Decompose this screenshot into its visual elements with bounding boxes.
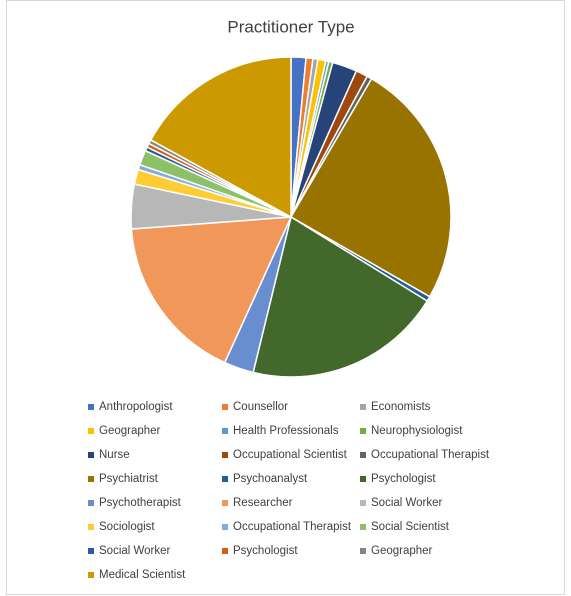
legend-swatch: [88, 548, 94, 554]
legend-swatch: [360, 548, 366, 554]
legend-swatch: [88, 452, 94, 458]
legend-label: Researcher: [233, 497, 293, 509]
legend-swatch: [88, 404, 94, 410]
legend-label: Nurse: [99, 449, 130, 461]
legend-label: Medical Scientist: [99, 569, 186, 581]
legend-swatch: [88, 428, 94, 434]
legend-swatch: [360, 524, 366, 530]
legend-swatch: [360, 476, 366, 482]
legend-label: Social Worker: [99, 545, 171, 557]
legend-label: Social Scientist: [371, 521, 450, 533]
pie-slice: [252, 215, 429, 378]
legend-label: Geographer: [99, 425, 161, 437]
legend-swatch: [222, 500, 228, 506]
legend-swatch: [222, 524, 228, 530]
chart-title: Practitioner Type: [227, 17, 354, 36]
legend-label: Geographer: [371, 545, 433, 557]
legend-swatch: [360, 452, 366, 458]
legend-label: Social Worker: [371, 497, 443, 509]
legend-label: Health Professionals: [233, 425, 339, 437]
legend-swatch: [360, 428, 366, 434]
legend-label: Psychoanalyst: [233, 473, 308, 485]
legend-swatch: [222, 428, 228, 434]
legend-label: Psychiatrist: [99, 473, 159, 485]
legend-label: Occupational Scientist: [233, 449, 348, 461]
legend-swatch: [88, 572, 94, 578]
legend-label: Counsellor: [233, 401, 288, 413]
pie-slice: [149, 56, 292, 219]
pie-slice: [289, 77, 452, 298]
legend-label: Economists: [371, 401, 431, 413]
legend-label: Anthropologist: [99, 401, 173, 413]
legend-label: Neurophysiologist: [371, 425, 463, 437]
legend-swatch: [222, 404, 228, 410]
legend-swatch: [222, 548, 228, 554]
legend-swatch: [222, 476, 228, 482]
legend-swatch: [360, 500, 366, 506]
legend-label: Occupational Therapist: [233, 521, 352, 533]
legend-swatch: [222, 452, 228, 458]
legend-swatch: [88, 524, 94, 530]
legend-label: Psychotherapist: [99, 497, 182, 509]
legend-label: Sociologist: [99, 521, 155, 533]
pie-slice: [130, 216, 293, 364]
legend-swatch: [88, 500, 94, 506]
legend-swatch: [360, 404, 366, 410]
legend-label: Psychologist: [233, 545, 298, 557]
legend-swatch: [88, 476, 94, 482]
legend-label: Psychologist: [371, 473, 436, 485]
legend-label: Occupational Therapist: [371, 449, 490, 461]
